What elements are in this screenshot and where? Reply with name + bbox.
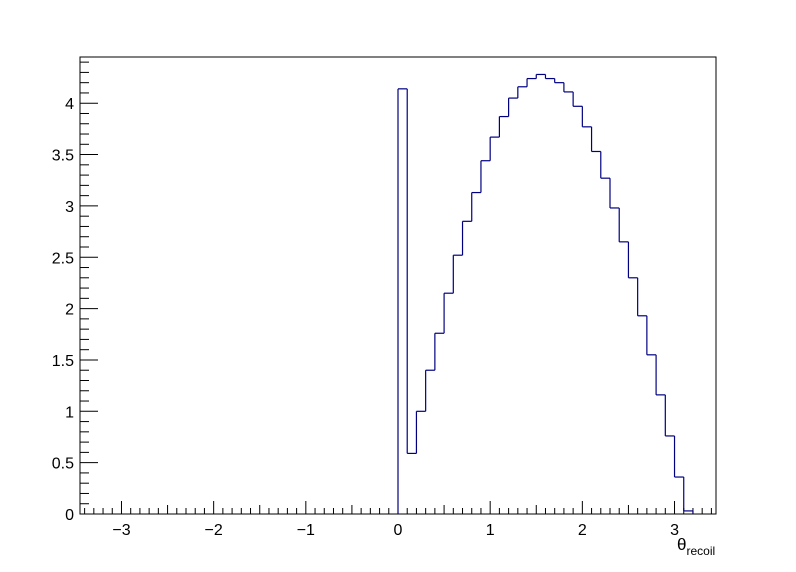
histogram-bin [434,332,445,371]
histogram-bin [480,160,491,193]
histogram-bin [618,207,629,243]
histogram-bin [397,88,408,514]
y-tick-label: 3 [65,199,74,216]
y-tick-label: 2 [65,302,74,319]
x-tick-label: −2 [205,522,223,539]
histogram-bin [461,220,472,256]
y-tick-label: 3.5 [52,148,74,165]
histogram-bins [397,73,694,514]
y-tick-label: 1 [65,404,74,421]
histogram-bin [572,91,583,107]
histogram-bin [673,435,684,478]
x-tick-label: 3 [670,522,679,539]
histogram-bin [489,136,500,161]
x-axis-label-subscript: recoil [686,544,715,558]
x-axis-ticks [84,501,712,514]
histogram-bin [406,88,417,455]
histogram-bin [600,151,610,179]
histogram-bin [517,86,528,99]
histogram-bin [471,191,481,222]
histogram-bin [581,106,592,128]
x-tick-label: −1 [297,522,315,539]
y-tick-label: 0.5 [52,456,74,473]
histogram-bin [609,178,620,209]
histogram-bin [452,254,463,294]
histogram-bin [563,82,574,93]
histogram-bin [544,74,555,80]
histogram-bin [637,277,647,317]
x-tick-label: 1 [486,522,495,539]
x-tick-label: 0 [394,522,403,539]
histogram-bin [627,241,638,279]
y-tick-label: 1.5 [52,353,74,370]
y-tick-label: 2.5 [52,250,74,267]
x-axis-label: θrecoil [677,535,715,558]
histogram-bin [655,354,666,396]
x-axis-label-main: θ [677,535,686,554]
y-tick-label: 4 [65,96,74,113]
x-axis-tick-labels: −3 −2 −1 0 1 2 3 [112,522,679,539]
histogram-bin [425,369,435,412]
x-tick-label: −3 [112,522,130,539]
histogram-bin [415,410,426,454]
y-tick-label: 0 [65,507,74,524]
histogram-bin [508,97,518,117]
histogram-bin [443,292,454,334]
histogram-bin [683,477,694,514]
histogram-bin [590,126,601,153]
histogram-bin [554,78,564,84]
histogram-bin [526,77,537,87]
histogram-bin [498,115,509,138]
y-axis-ticks [80,61,98,515]
x-tick-label: 2 [578,522,587,539]
histogram-bin [535,73,546,79]
y-axis-tick-labels: 0 0.5 1 1.5 2 2.5 3 3.5 4 [52,96,74,524]
histogram-bin [646,315,657,356]
histogram-bin [664,394,675,437]
